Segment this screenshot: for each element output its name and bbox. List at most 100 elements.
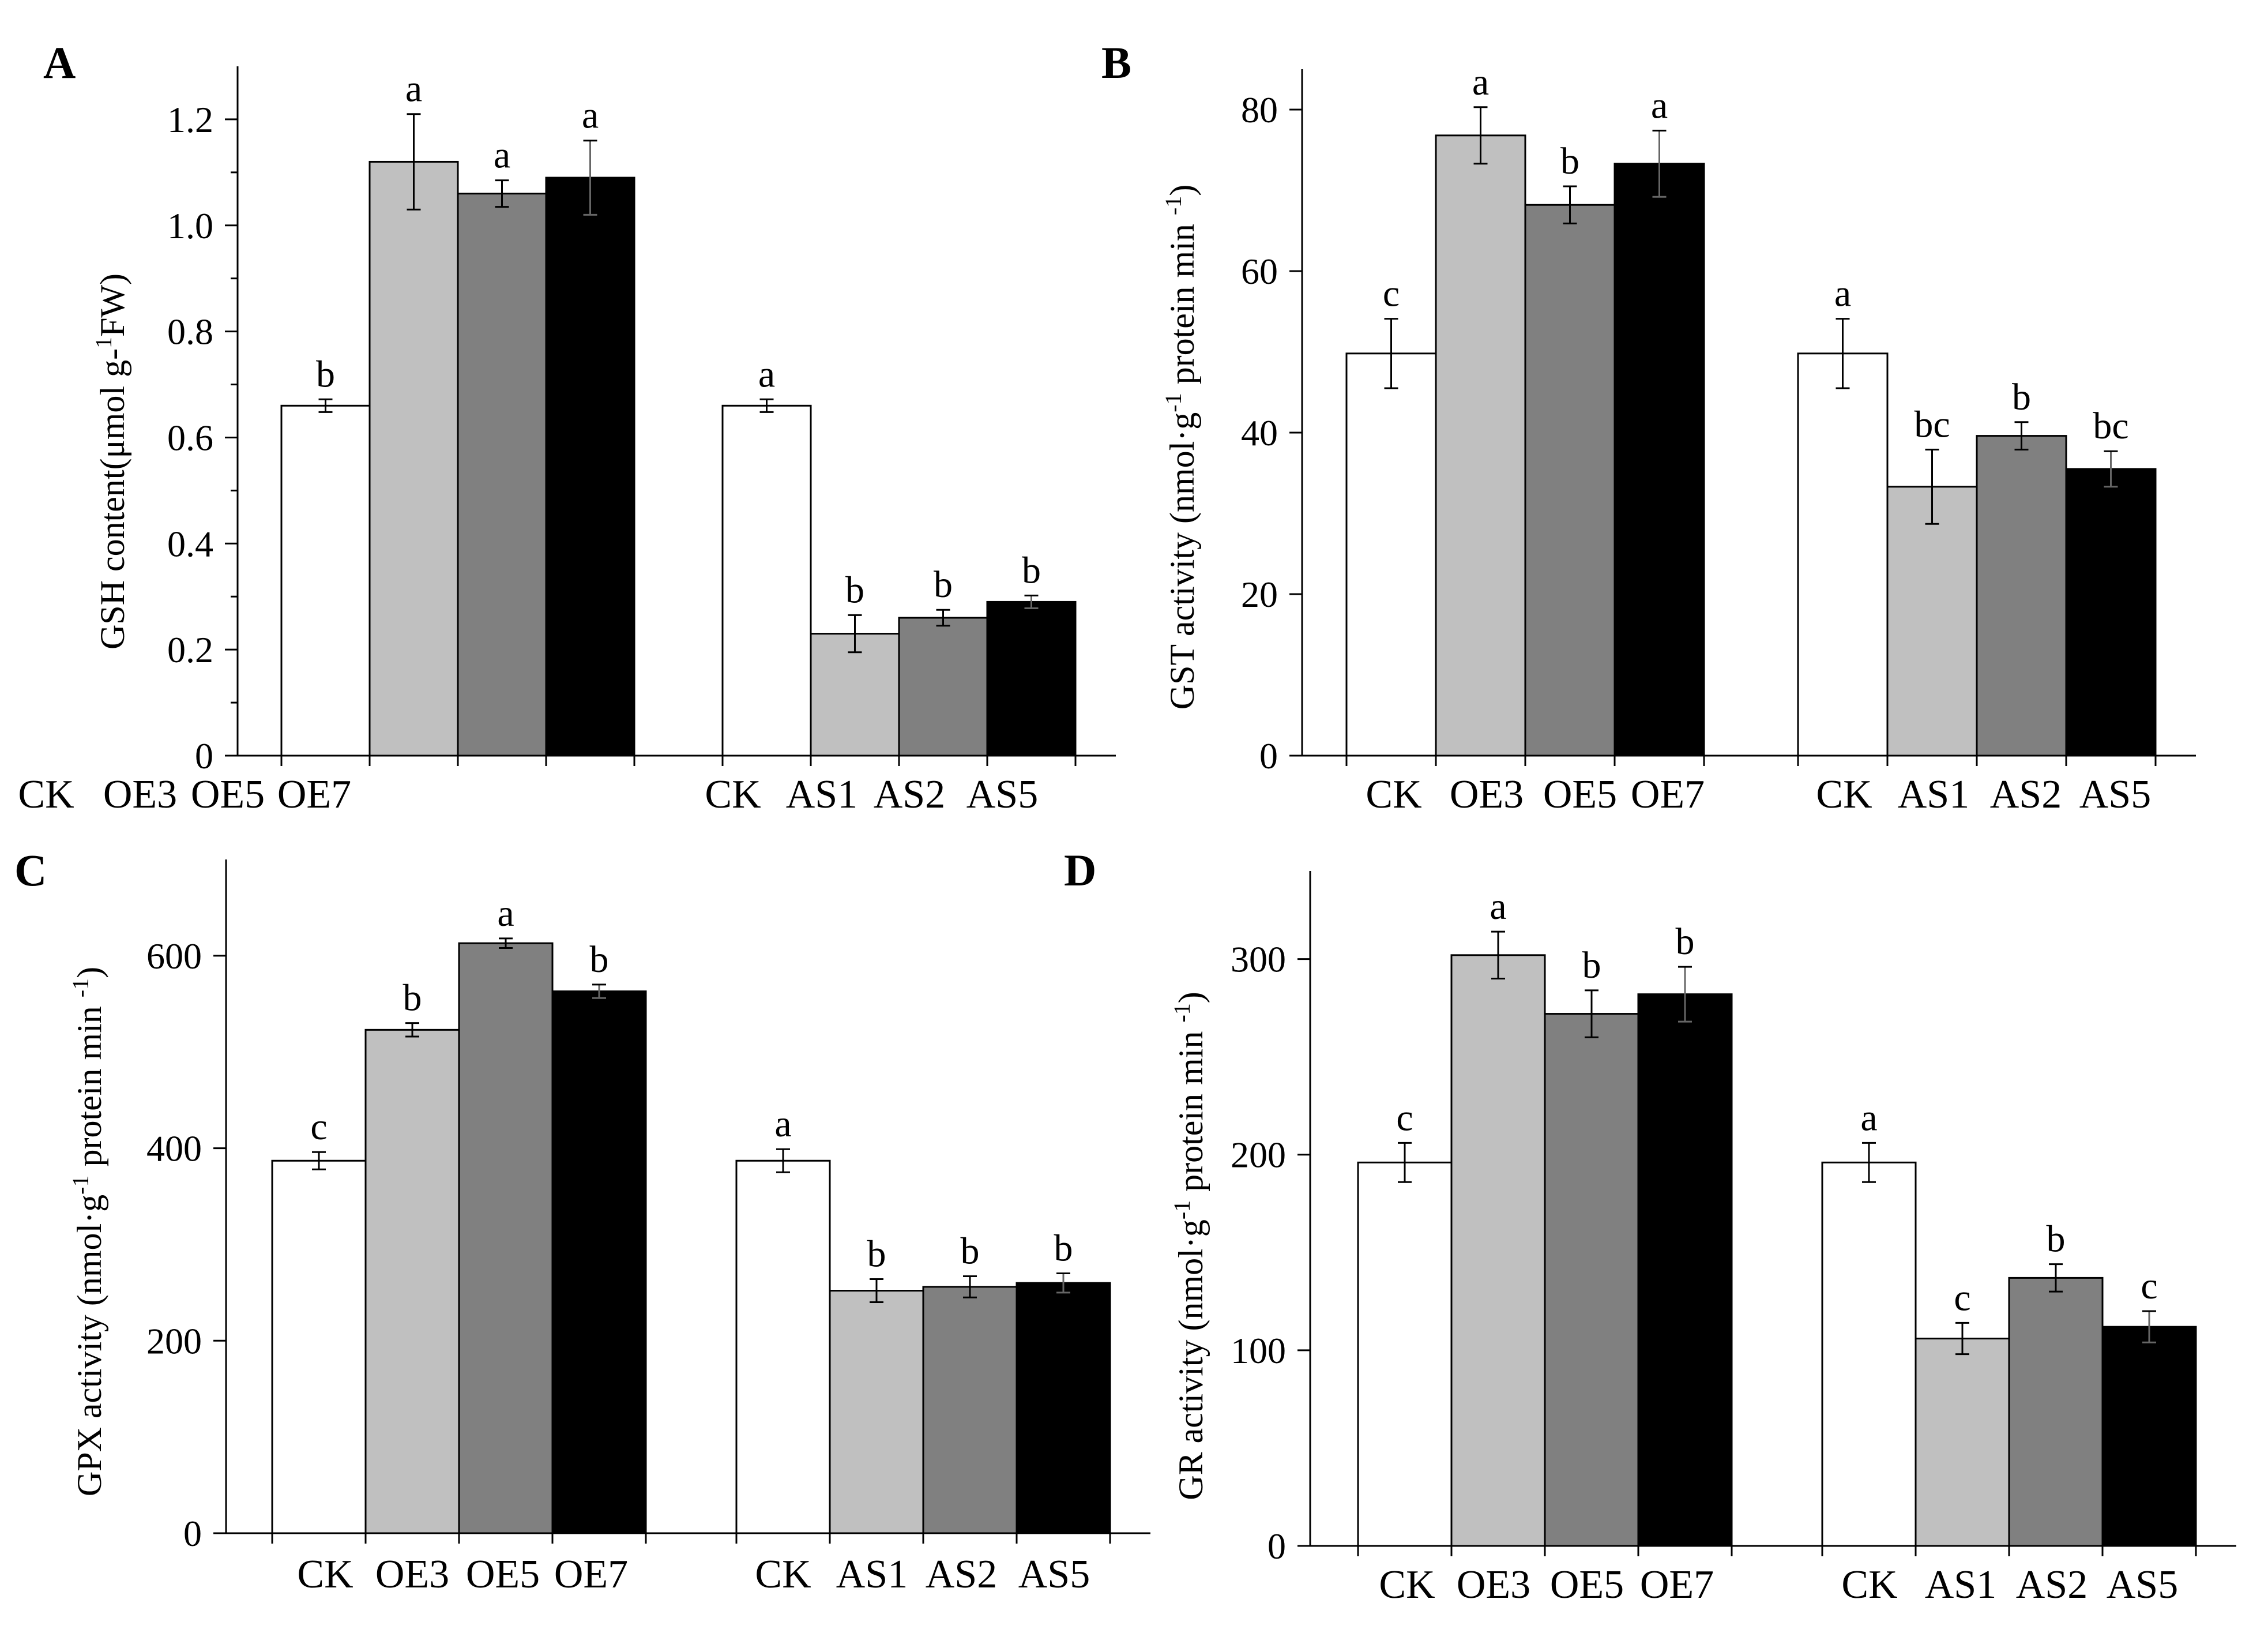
bar-oe7	[1613, 163, 1705, 757]
category-label: OE7	[1640, 1563, 1714, 1607]
significance-letter: b	[1676, 921, 1695, 963]
category-label: OE7	[1631, 772, 1705, 817]
panel-letter-c: C	[14, 845, 47, 895]
category-label: AS2	[1990, 772, 2062, 817]
y-tick-label-a: 0.4	[167, 523, 213, 564]
significance-letter: b	[403, 977, 422, 1019]
category-label: OE3	[375, 1552, 449, 1597]
bar-ck	[735, 1159, 831, 1534]
significance-letter: a	[497, 892, 514, 934]
category-label: AS5	[2079, 772, 2151, 817]
bar-oe7	[551, 990, 647, 1534]
y-tick-label-a: 1.2	[167, 99, 213, 140]
y-tick-label-c: 200	[146, 1320, 202, 1361]
significance-letter: bc	[1914, 403, 1950, 445]
y-tick-label-c: 600	[146, 936, 202, 977]
bar-as1	[1915, 1338, 2010, 1547]
significance-letter: b	[2047, 1218, 2066, 1260]
bar-oe7	[1637, 993, 1733, 1547]
bar-as2	[2008, 1277, 2104, 1547]
significance-letter: b	[2012, 376, 2031, 418]
category-label: CK	[1841, 1563, 1897, 1607]
category-label: OE5	[191, 772, 265, 817]
y-axis-title-c: GPX activity (nmol·g-1 protein min -1)	[67, 967, 108, 1496]
bar-as2	[898, 617, 988, 757]
bar-oe3	[364, 1028, 460, 1534]
bar-oe5	[458, 942, 554, 1534]
category-label: AS2	[926, 1552, 997, 1597]
panel-letter-b: B	[1101, 37, 1131, 88]
y-tick-label-a: 0.2	[167, 629, 213, 670]
bar-ck	[721, 404, 812, 757]
bar-as5	[1015, 1282, 1111, 1534]
panel-c: C GPX activity (nmol·g-1 protein min -1)	[14, 845, 108, 1496]
y-tick-label-b: 20	[1241, 574, 1278, 615]
y-tick-label-b: 60	[1241, 251, 1278, 292]
significance-letter: c	[1383, 273, 1400, 315]
significance-letter: b	[1022, 549, 1041, 591]
bar-oe5	[1544, 1013, 1639, 1547]
bar-ck	[1797, 352, 1889, 757]
y-tick-label-b: 40	[1241, 412, 1278, 453]
bar-oe3	[368, 160, 459, 757]
bar-ck	[1357, 1161, 1453, 1547]
bar-oe3	[1450, 954, 1546, 1547]
significance-letter: b	[1582, 944, 1601, 986]
category-label: AS5	[2107, 1563, 2178, 1607]
bar-ck	[1345, 352, 1437, 757]
bar-oe5	[457, 193, 547, 757]
significance-letter: a	[758, 353, 775, 395]
bar-as5	[986, 600, 1077, 757]
significance-letter: b	[961, 1230, 980, 1272]
plots-layer: 0 0.2 0.4 0.6 0.8 1.0 1.2 b CK a OE3 a OE5 a OE7 a CK b AS…	[18, 61, 2236, 1607]
panel-letter-a: A	[43, 37, 76, 88]
category-label: CK	[1366, 772, 1421, 817]
y-tick-label-a: 1.0	[167, 205, 213, 246]
significance-letter: a	[1490, 885, 1506, 928]
bar-oe3	[1435, 134, 1526, 757]
panel-a: A GSH content(μmol g-1FW)	[43, 37, 131, 650]
category-label: OE7	[554, 1552, 628, 1597]
y-tick-label-d: 300	[1231, 939, 1286, 980]
y-tick-label-c: 0	[183, 1513, 202, 1554]
category-label: AS1	[1898, 772, 1969, 817]
significance-letter: a	[1472, 61, 1489, 103]
category-label: CK	[705, 772, 761, 817]
y-tick-label-b: 0	[1259, 735, 1278, 776]
significance-letter: b	[867, 1233, 886, 1275]
category-label: CK	[18, 772, 74, 817]
category-label: AS2	[2016, 1563, 2088, 1607]
y-axis-title-d: GR activity (nmol·g-1 protein min -1)	[1169, 992, 1210, 1500]
bar-as5	[2101, 1326, 2197, 1547]
category-label: AS5	[1018, 1552, 1090, 1597]
bar-ck	[1821, 1161, 1917, 1547]
y-tick-label-d: 100	[1231, 1330, 1286, 1371]
bar-as2	[1976, 435, 2067, 757]
bar-as2	[922, 1286, 1018, 1534]
y-axis-title-b: GST activity (nmol·g-1 protein min -1)	[1160, 185, 1201, 709]
significance-letter: a	[582, 95, 599, 137]
bar-as1	[1886, 486, 1978, 757]
category-label: CK	[1379, 1563, 1435, 1607]
category-label: OE5	[1550, 1563, 1624, 1607]
bar-ck	[280, 404, 371, 757]
significance-letter: b	[316, 353, 335, 395]
bar-oe5	[1524, 204, 1616, 757]
significance-letter: c	[310, 1106, 327, 1148]
bar-as1	[829, 1290, 924, 1534]
category-label: OE7	[277, 772, 351, 817]
significance-letter: b	[845, 569, 864, 611]
category-label: CK	[297, 1552, 353, 1597]
category-label: AS1	[786, 772, 857, 817]
panel-letter-d: D	[1064, 845, 1096, 895]
significance-letter: bc	[2093, 405, 2128, 447]
significance-letter: a	[774, 1103, 791, 1145]
y-tick-label-d: 0	[1267, 1526, 1286, 1567]
significance-letter: b	[590, 938, 609, 981]
significance-letter: a	[1860, 1097, 1877, 1139]
significance-letter: c	[1396, 1097, 1413, 1139]
category-label: CK	[1816, 772, 1872, 817]
significance-letter: a	[1834, 273, 1851, 315]
category-label: OE5	[466, 1552, 540, 1597]
